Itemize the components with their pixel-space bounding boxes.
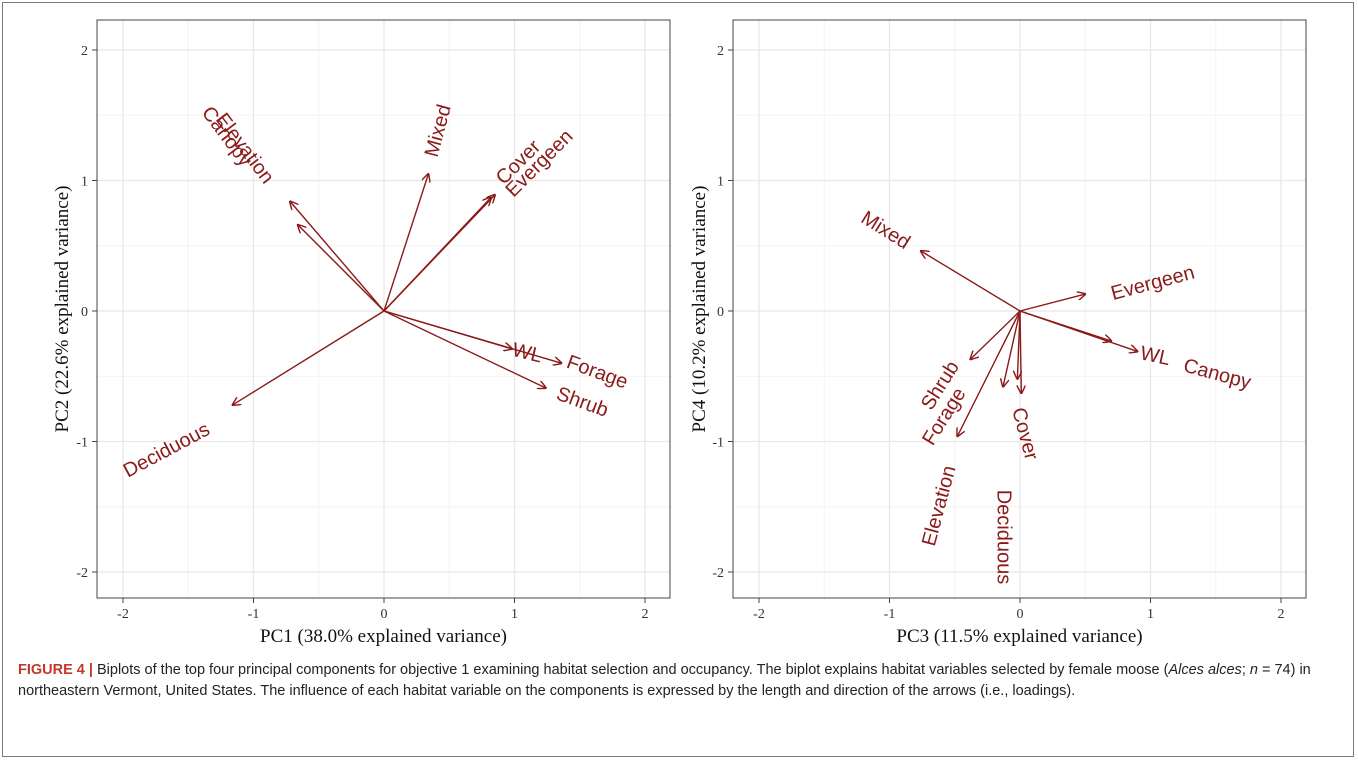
x-axis-title: PC1 (38.0% explained variance) [260,626,507,647]
loading-label-cover: Cover [1007,405,1042,463]
x-tick-label: -2 [753,607,765,622]
y-tick-label: 0 [717,305,724,320]
y-tick-label: -2 [76,566,88,581]
loading-label-deciduous: Deciduous [120,418,214,482]
loading-label-elevation: Elevation [918,463,961,548]
loading-arrow-evergeen [1019,294,1085,312]
biplot-pc3-pc4: -2 -1 0 1 2 -2 -1 0 1 2 PC3 (11.5% explained varia… [689,19,1307,647]
y-tick-label: 0 [81,305,88,320]
loading-arrow-deciduous [233,310,385,405]
x-tick-label: -1 [884,607,896,622]
y-axis-title: PC2 (22.6% explained variance) [52,186,73,433]
y-tick-label: 2 [717,44,724,59]
x-tick-label: 1 [1147,607,1154,622]
caption-text-2: ; [1241,662,1250,678]
loading-arrow-deciduous [1017,310,1020,379]
loading-arrow-canopy [290,201,385,312]
loading-label-elevation: Elevation [211,109,278,188]
loading-label-canopy: Canopy [1181,355,1253,394]
y-tick-label: -2 [712,566,724,581]
biplot-figure: -2 -1 0 1 2 -2 -1 0 1 2 PC1 (38.0% explained varia… [52,19,1307,647]
x-tick-label: -2 [117,607,129,622]
caption-n-symbol: n [1249,662,1258,678]
loading-label-shrub: Shrub [553,383,611,422]
loading-arrow-evergeen [383,195,495,312]
y-tick-label: 1 [81,175,88,190]
loading-label-mixed: Mixed [857,207,914,254]
x-tick-label: 2 [642,607,649,622]
x-tick-label: 0 [1017,607,1024,622]
loading-arrow-shrub [383,310,546,388]
loading-arrow-mixed [383,174,428,312]
loading-label-wl: WL [1138,342,1172,370]
y-tick-label: 2 [81,44,88,59]
y-tick-label: -1 [712,436,724,451]
loading-label-mixed: Mixed [421,102,456,159]
x-axis-title: PC3 (11.5% explained variance) [896,626,1142,647]
loading-label-evergeen: Evergeen [1109,262,1197,305]
y-tick-label: 1 [717,175,724,190]
biplot-pc1-pc2: -2 -1 0 1 2 -2 -1 0 1 2 PC1 (38.0% explained varia… [52,19,671,647]
y-tick-label: -1 [76,436,88,451]
loading-arrow-shrub [970,310,1021,359]
loading-arrow-mixed [921,251,1021,312]
figure-label: FIGURE 4 | [18,662,93,678]
loading-arrow-elevation [298,225,385,312]
loading-label-deciduous: Deciduous [993,490,1015,585]
x-tick-label: -1 [248,607,260,622]
caption-text-3: = 74) in northeastern Vermont, United St… [18,662,1311,699]
figure-caption: FIGURE 4 | Biplots of the top four princ… [18,660,1338,702]
y-axis-title: PC4 (10.2% explained variance) [689,186,710,433]
x-tick-label: 0 [381,607,388,622]
loading-arrow-forage [383,310,561,363]
x-tick-label: 2 [1278,607,1285,622]
x-tick-label: 1 [511,607,518,622]
loading-arrow-canopy [1019,310,1137,351]
caption-text-1: Biplots of the top four principal compon… [92,662,1169,678]
caption-species: Alces alces [1168,662,1242,678]
loading-arrow-forage [957,310,1021,436]
loading-arrow-elevation [1003,310,1021,387]
